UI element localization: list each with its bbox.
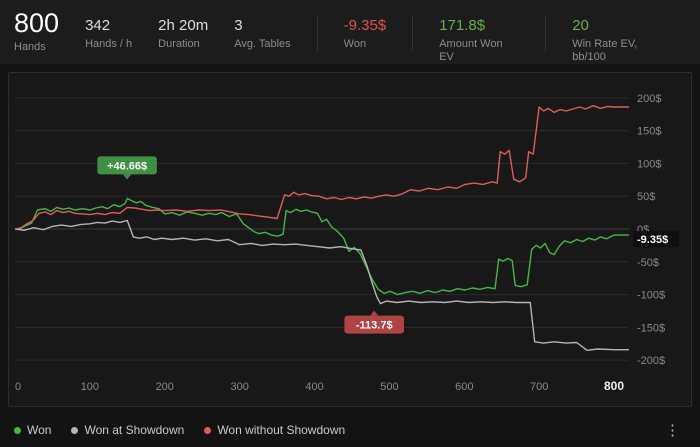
showdown-series-dot-icon (71, 426, 79, 434)
svg-text:700: 700 (530, 381, 548, 393)
legend-bar: Won Won at Showdown Won without Showdown… (0, 415, 700, 445)
legend-item-won-at-showdown-label: Won at Showdown (84, 423, 185, 437)
svg-text:200: 200 (156, 381, 174, 393)
stat-duration: 2h 20m Duration (158, 8, 208, 51)
stat-won-label: Won (343, 38, 367, 50)
svg-text:100$: 100$ (637, 158, 661, 170)
svg-text:400: 400 (305, 381, 323, 393)
svg-text:-50$: -50$ (637, 257, 659, 269)
stat-hands: 800 Hands (14, 8, 59, 54)
stat-win-rate-ev-label: Win Rate EV, bb/100 (572, 38, 638, 63)
won-series-dot-icon (14, 426, 21, 434)
stat-won-value: -9.35$ (343, 17, 387, 34)
stats-divider (545, 15, 547, 51)
stat-amount-won-ev-label: Amount Won EV (439, 38, 503, 63)
svg-text:800: 800 (604, 379, 624, 393)
stat-won: -9.35$ Won (344, 8, 387, 51)
stat-hands-label: Hands (14, 41, 46, 53)
stat-hands-per-hour: 342 Hands / h (85, 8, 132, 51)
stat-amount-won-ev-value: 171.8$ (439, 17, 486, 34)
session-graph[interactable]: 200$150$100$50$0$-50$-100$-150$-200$0 100… (13, 80, 687, 398)
svg-text:-113.7$: -113.7$ (356, 320, 393, 332)
stat-avg-tables-value: 3 (234, 17, 243, 34)
stat-hands-value: 800 (14, 8, 60, 38)
svg-text:-200$: -200$ (637, 355, 665, 367)
stat-win-rate-ev: 20 Win Rate EV, bb/100 (572, 8, 652, 64)
stat-avg-tables: 3 Avg. Tables (234, 8, 290, 51)
svg-text:50$: 50$ (637, 191, 655, 203)
stat-hands-per-hour-label: Hands / h (85, 38, 133, 50)
chart-panel: 200$ 150$ 100$ 50$ 0$ -50$ -100$ -150$ -200$ 0 100… (8, 72, 692, 407)
stat-duration-label: Duration (158, 38, 200, 50)
svg-text:-100$: -100$ (637, 290, 665, 302)
stat-amount-won-ev: 171.8$ Amount Won EV (439, 8, 519, 64)
svg-text:500: 500 (380, 381, 398, 393)
legend-item-won-at-showdown[interactable]: Won at Showdown (71, 423, 184, 437)
stats-bar: 800 Hands 342 Hands / h 2h 20m Duration … (0, 0, 700, 64)
svg-text:150$: 150$ (637, 126, 661, 138)
legend-item-won-label: Won (27, 423, 52, 437)
svg-text:0: 0 (15, 381, 21, 393)
legend-item-won-without-showdown-label: Won without Showdown (217, 423, 346, 437)
stat-hands-per-hour-value: 342 (85, 17, 111, 34)
non-showdown-series-dot-icon (204, 426, 212, 434)
legend-item-won-without-showdown[interactable]: Won without Showdown (204, 423, 345, 437)
stats-divider (316, 15, 318, 51)
svg-text:200$: 200$ (637, 93, 661, 105)
svg-text:600: 600 (455, 381, 473, 393)
stat-avg-tables-label: Avg. Tables (234, 38, 291, 50)
svg-text:-150$: -150$ (637, 322, 665, 334)
stat-duration-value: 2h 20m (158, 17, 209, 34)
stat-win-rate-ev-value: 20 (572, 17, 589, 34)
svg-text:-9.35$: -9.35$ (637, 234, 668, 246)
more-options-icon[interactable]: ⋮ (665, 421, 680, 439)
legend-item-won[interactable]: Won (14, 423, 51, 437)
svg-text:300: 300 (230, 381, 248, 393)
svg-text:+46.66$: +46.66$ (107, 160, 147, 172)
svg-text:100: 100 (81, 381, 99, 393)
stats-divider (412, 15, 414, 51)
